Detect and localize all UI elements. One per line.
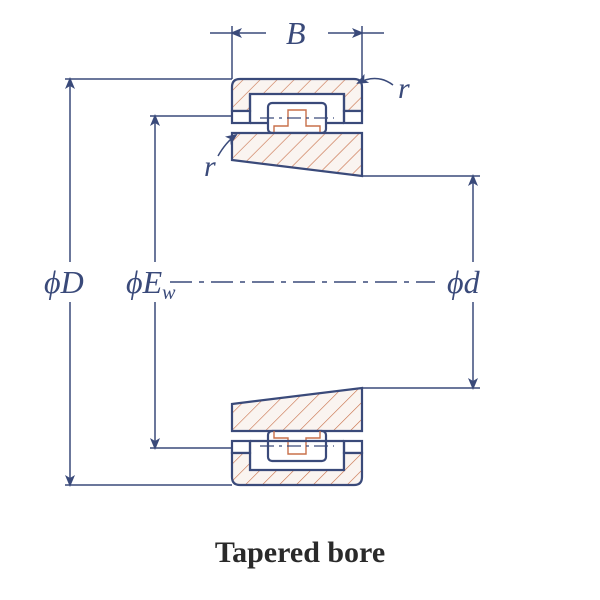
label-bore-diameter: ϕd [447, 264, 481, 300]
label-fillet-inner: r [204, 150, 216, 183]
label-fillet-outer: r [398, 72, 410, 105]
label-outer-diameter: ϕD [44, 264, 84, 300]
label-rolling-diameter: ϕEw [126, 264, 176, 304]
lower-section [232, 388, 362, 485]
caption: Tapered bore [215, 536, 385, 569]
upper-section [232, 79, 362, 176]
label-width: B [286, 15, 306, 51]
bearing-cross-section-diagram: ϕD ϕEw ϕd B r r Tapered bore [0, 0, 600, 600]
